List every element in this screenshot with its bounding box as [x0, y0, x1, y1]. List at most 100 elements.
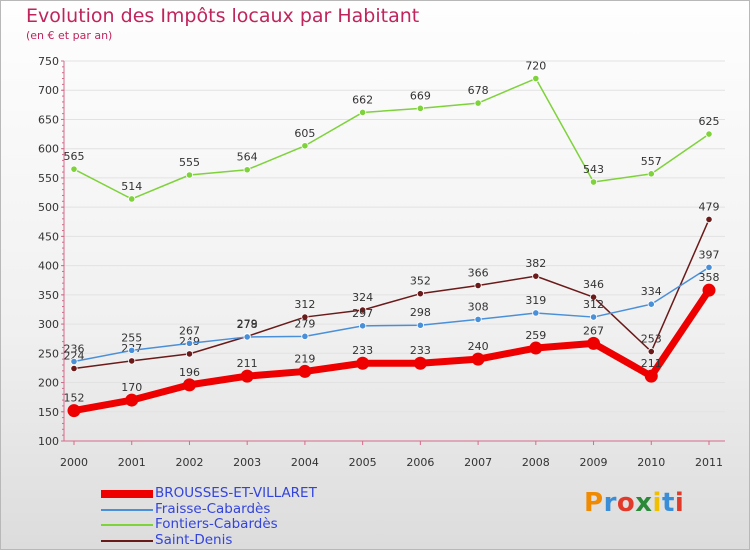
x-tick-label: 2005 — [349, 456, 377, 469]
data-label: 669 — [410, 89, 431, 102]
data-point — [128, 357, 136, 365]
y-tick-label: 350 — [38, 289, 59, 302]
y-tick-label: 700 — [38, 84, 59, 97]
data-point — [532, 272, 540, 280]
data-point — [705, 263, 713, 271]
data-point — [644, 369, 658, 383]
data-label: 267 — [179, 324, 200, 337]
series-line — [73, 219, 710, 370]
y-tick-label: 300 — [38, 318, 59, 331]
x-tick-label: 2006 — [406, 456, 434, 469]
x-tick-label: 2003 — [233, 456, 261, 469]
data-label: 298 — [410, 306, 431, 319]
data-point — [359, 108, 367, 117]
data-label: 152 — [64, 392, 85, 405]
data-label: 253 — [641, 333, 662, 346]
data-point — [356, 356, 370, 370]
data-point — [301, 313, 309, 321]
data-label: 352 — [410, 275, 431, 288]
legend-label: Saint-Denis — [155, 531, 233, 548]
data-label: 346 — [583, 278, 604, 291]
x-tick-label: 2009 — [580, 456, 608, 469]
data-label: 240 — [468, 340, 489, 353]
logo-letter: P — [584, 488, 604, 518]
data-point — [529, 341, 543, 355]
data-label: 211 — [237, 357, 258, 370]
data-label: 279 — [237, 317, 258, 330]
data-point — [702, 283, 716, 297]
data-point — [532, 74, 540, 83]
data-label: 267 — [583, 324, 604, 337]
series-line — [73, 288, 712, 415]
data-point — [185, 350, 194, 358]
data-point — [416, 290, 424, 298]
x-tick-label: 2002 — [175, 456, 203, 469]
chart-subtitle: (en € et par an) — [26, 29, 113, 42]
y-tick-label: 400 — [38, 260, 59, 273]
logo-letter: r — [603, 488, 617, 518]
chart-title: Evolution des Impôts locaux par Habitant — [26, 5, 420, 27]
data-label: 366 — [468, 266, 489, 279]
data-point — [647, 170, 655, 178]
data-label: 358 — [699, 271, 720, 284]
legend-swatch — [101, 490, 153, 498]
logo-letter: i — [652, 488, 662, 518]
data-point — [413, 356, 427, 370]
x-tick-label: 2007 — [464, 456, 492, 469]
legend-label: Fraisse-Cabardès — [155, 500, 271, 517]
data-label: 514 — [121, 180, 142, 193]
data-label: 278 — [237, 318, 258, 331]
data-label: 557 — [641, 155, 662, 168]
data-point — [67, 404, 81, 418]
data-label: 259 — [525, 329, 546, 342]
data-label: 564 — [237, 151, 258, 164]
data-point — [474, 281, 482, 290]
data-label: 382 — [525, 257, 546, 270]
data-point — [243, 166, 251, 174]
data-point — [301, 332, 309, 340]
logo-letter: x — [635, 488, 653, 518]
y-tick-label: 200 — [38, 377, 59, 390]
data-label: 312 — [294, 298, 315, 311]
data-label: 605 — [294, 127, 315, 140]
y-tick-label: 750 — [38, 55, 59, 68]
data-point — [70, 364, 78, 373]
x-tick-label: 2004 — [291, 456, 319, 469]
x-tick-label: 2008 — [522, 456, 550, 469]
data-point — [474, 99, 482, 107]
y-tick-label: 450 — [38, 230, 59, 243]
data-point — [70, 357, 78, 366]
data-point — [589, 293, 598, 301]
data-point — [647, 347, 655, 356]
legend-label: BROUSSES-ET-VILLARET — [155, 485, 317, 501]
data-label: 662 — [352, 93, 373, 106]
data-label: 479 — [699, 200, 720, 213]
data-point — [298, 364, 312, 378]
data-point — [301, 142, 309, 150]
data-label: 196 — [179, 366, 200, 379]
data-label: 324 — [352, 291, 373, 304]
data-point — [705, 215, 713, 224]
data-label: 319 — [525, 294, 546, 307]
data-label: 625 — [699, 115, 720, 128]
data-point — [705, 130, 713, 138]
legend-swatch — [101, 524, 153, 526]
data-label: 565 — [64, 150, 85, 163]
legend-label: Fontiers-Cabardès — [155, 516, 278, 532]
data-label: 279 — [294, 317, 315, 330]
y-tick-label: 250 — [38, 347, 59, 360]
logo-letter: i — [674, 488, 685, 518]
logo-letter: o — [616, 488, 636, 518]
series-line — [73, 266, 710, 363]
legend-swatch — [101, 539, 153, 542]
y-tick-label: 650 — [38, 113, 59, 126]
data-label: 720 — [525, 60, 546, 73]
data-label: 236 — [64, 342, 85, 355]
x-tick-label: 2000 — [60, 456, 88, 469]
data-label: 334 — [641, 285, 662, 298]
data-point — [70, 165, 78, 173]
data-label: 211 — [641, 357, 662, 370]
data-point — [647, 300, 655, 308]
